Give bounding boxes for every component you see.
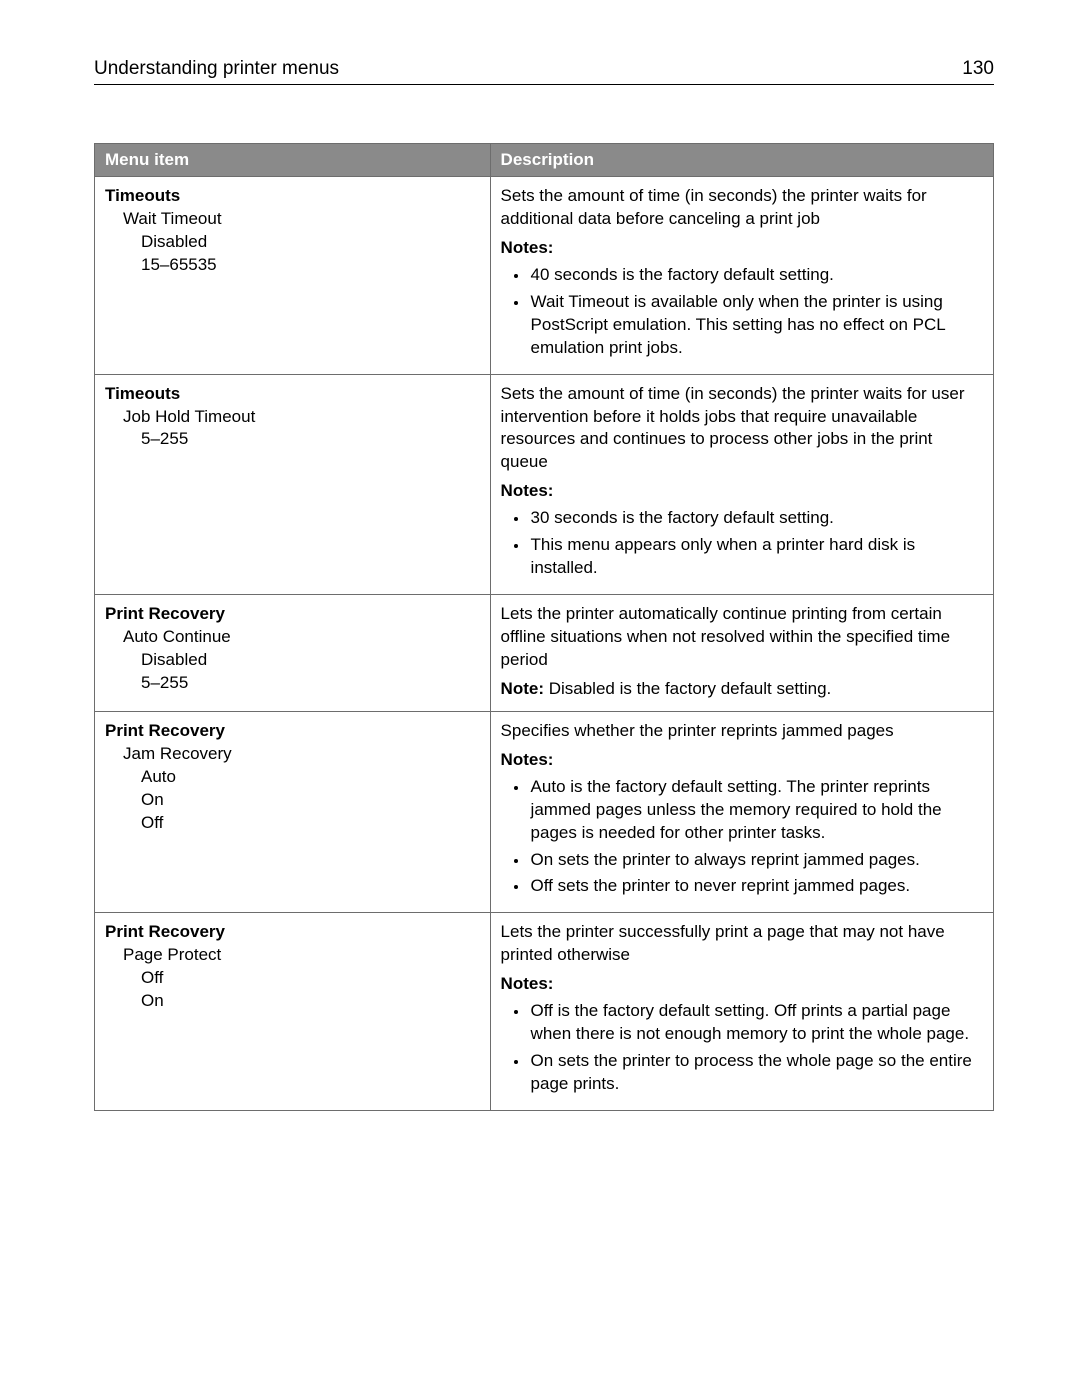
notes-list: Auto is the factory default setting. The… xyxy=(501,776,983,899)
description-cell: Lets the printer automatically continue … xyxy=(490,595,993,712)
menu-root: Timeouts xyxy=(105,383,480,406)
header-title: Understanding printer menus xyxy=(94,58,339,80)
description-text: Lets the printer automatically continue … xyxy=(501,603,983,672)
note-item: Auto is the factory default setting. The… xyxy=(529,776,983,845)
note-item: Wait Timeout is available only when the … xyxy=(529,291,983,360)
notes-list: 40 seconds is the factory default settin… xyxy=(501,264,983,360)
page-header: Understanding printer menus 130 xyxy=(94,58,994,85)
table-row: Timeouts Job Hold Timeout 5–255 Sets the… xyxy=(95,374,994,595)
menu-table: Menu item Description Timeouts Wait Time… xyxy=(94,143,994,1111)
note-item: Off is the factory default setting. Off … xyxy=(529,1000,983,1046)
description-text: Sets the amount of time (in seconds) the… xyxy=(501,185,983,231)
description-cell: Sets the amount of time (in seconds) the… xyxy=(490,177,993,375)
note-item: 30 seconds is the factory default settin… xyxy=(529,507,983,530)
note-label: Note: xyxy=(501,679,544,698)
menu-sub: Page Protect xyxy=(105,944,480,967)
table-row: Print Recovery Jam Recovery Auto On Off … xyxy=(95,711,994,913)
table-row: Timeouts Wait Timeout Disabled 15–65535 … xyxy=(95,177,994,375)
menu-item-cell: Print Recovery Auto Continue Disabled 5–… xyxy=(95,595,491,712)
col-header-menu-item: Menu item xyxy=(95,144,491,177)
menu-option: Off xyxy=(105,812,480,835)
page: Understanding printer menus 130 Menu ite… xyxy=(0,0,1080,1397)
menu-item-cell: Print Recovery Page Protect Off On xyxy=(95,913,491,1111)
notes-label: Notes: xyxy=(501,749,983,772)
menu-option: Auto xyxy=(105,766,480,789)
note-item: On sets the printer to always reprint ja… xyxy=(529,849,983,872)
notes-list: Off is the factory default setting. Off … xyxy=(501,1000,983,1096)
notes-label: Notes: xyxy=(501,973,983,996)
menu-item-cell: Timeouts Job Hold Timeout 5–255 xyxy=(95,374,491,595)
menu-sub: Jam Recovery xyxy=(105,743,480,766)
menu-sub: Job Hold Timeout xyxy=(105,406,480,429)
description-cell: Sets the amount of time (in seconds) the… xyxy=(490,374,993,595)
description-cell: Specifies whether the printer reprints j… xyxy=(490,711,993,913)
description-cell: Lets the printer successfully print a pa… xyxy=(490,913,993,1111)
note-item: On sets the printer to process the whole… xyxy=(529,1050,983,1096)
menu-option: On xyxy=(105,789,480,812)
description-text: Sets the amount of time (in seconds) the… xyxy=(501,383,983,475)
menu-option: Off xyxy=(105,967,480,990)
description-text: Lets the printer successfully print a pa… xyxy=(501,921,983,967)
menu-root: Print Recovery xyxy=(105,603,480,626)
page-number: 130 xyxy=(962,58,994,80)
table-row: Print Recovery Auto Continue Disabled 5–… xyxy=(95,595,994,712)
note-item: Off sets the printer to never reprint ja… xyxy=(529,875,983,898)
single-note: Note: Disabled is the factory default se… xyxy=(501,678,983,701)
table-row: Print Recovery Page Protect Off On Lets … xyxy=(95,913,994,1111)
menu-root: Print Recovery xyxy=(105,921,480,944)
note-text: Disabled is the factory default setting. xyxy=(544,679,831,698)
table-header-row: Menu item Description xyxy=(95,144,994,177)
notes-label: Notes: xyxy=(501,237,983,260)
menu-option: 5–255 xyxy=(105,672,480,695)
notes-label: Notes: xyxy=(501,480,983,503)
description-text: Specifies whether the printer reprints j… xyxy=(501,720,983,743)
notes-list: 30 seconds is the factory default settin… xyxy=(501,507,983,580)
menu-option: Disabled xyxy=(105,231,480,254)
col-header-description: Description xyxy=(490,144,993,177)
menu-item-cell: Timeouts Wait Timeout Disabled 15–65535 xyxy=(95,177,491,375)
menu-option: On xyxy=(105,990,480,1013)
menu-root: Print Recovery xyxy=(105,720,480,743)
menu-option: Disabled xyxy=(105,649,480,672)
menu-sub: Wait Timeout xyxy=(105,208,480,231)
note-item: This menu appears only when a printer ha… xyxy=(529,534,983,580)
menu-sub: Auto Continue xyxy=(105,626,480,649)
menu-option: 5–255 xyxy=(105,428,480,451)
note-item: 40 seconds is the factory default settin… xyxy=(529,264,983,287)
menu-item-cell: Print Recovery Jam Recovery Auto On Off xyxy=(95,711,491,913)
menu-option: 15–65535 xyxy=(105,254,480,277)
menu-root: Timeouts xyxy=(105,185,480,208)
